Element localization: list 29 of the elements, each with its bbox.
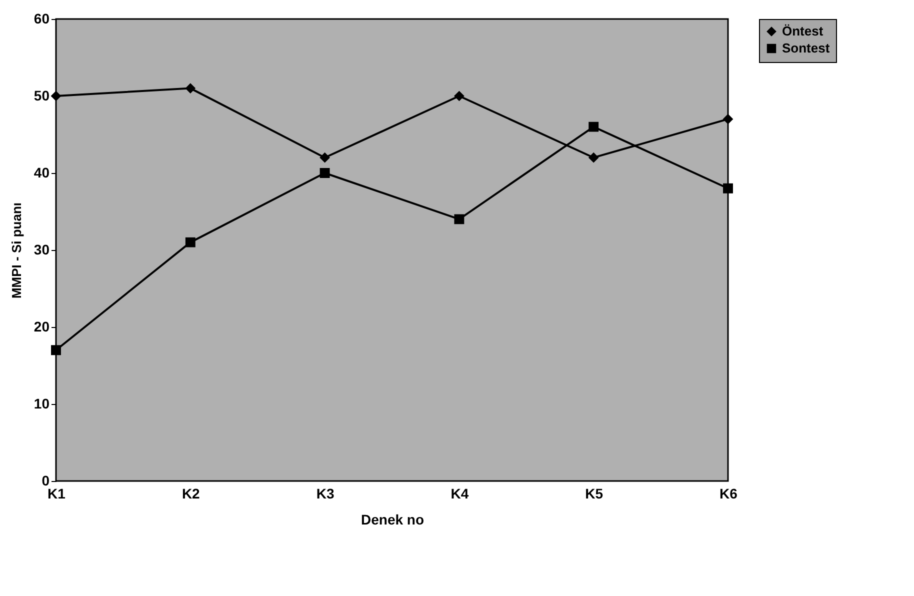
y-axis-title: MMPI - Si puanı — [8, 202, 24, 299]
x-tick-label: K4 — [450, 486, 469, 502]
x-tick-label: K6 — [720, 486, 738, 502]
x-tick-label: K5 — [585, 486, 604, 502]
point — [723, 114, 733, 124]
x-tick-label: K2 — [182, 486, 200, 502]
point — [454, 214, 464, 224]
point — [51, 345, 61, 356]
x-tick-label: K3 — [316, 486, 334, 502]
y-tick-label: 60 — [34, 10, 50, 26]
y-tick-label: 0 — [42, 472, 50, 488]
point — [454, 91, 464, 101]
y-tick-label: 20 — [34, 318, 50, 334]
point — [320, 168, 330, 178]
y-tick-label: 40 — [34, 164, 50, 180]
point — [51, 91, 61, 101]
point — [185, 83, 196, 94]
y-tick-label: 50 — [34, 88, 50, 104]
point — [588, 122, 599, 132]
y-tick-label: 10 — [34, 396, 50, 412]
legend-label: Sontest — [782, 40, 830, 56]
point — [723, 183, 733, 194]
point — [185, 237, 196, 248]
legend-label: Öntest — [782, 24, 824, 38]
x-axis-title: Denek no — [360, 512, 424, 528]
point — [320, 152, 330, 163]
y-tick-label: 30 — [34, 242, 50, 258]
x-tick-label: K1 — [48, 486, 66, 502]
point — [588, 152, 599, 163]
